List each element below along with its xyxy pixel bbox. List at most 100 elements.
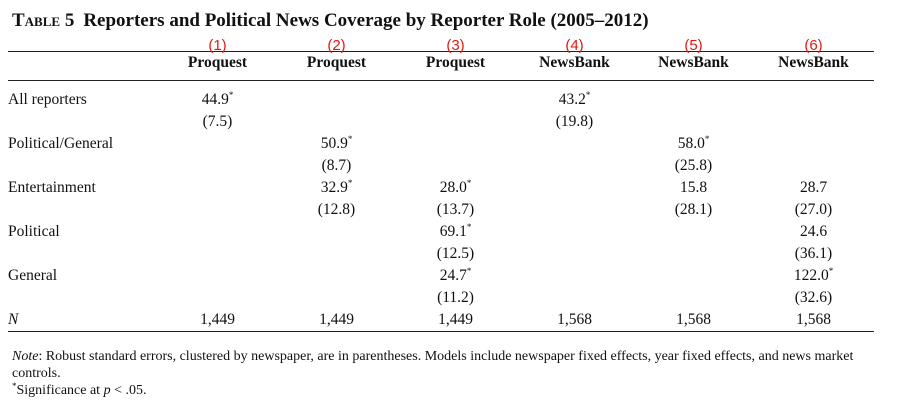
column-source: Proquest [187,54,248,71]
std-error-cell [753,111,874,133]
coefficient-cell: 50.9* [277,133,396,155]
significance-star: * [466,222,472,232]
significance-p: p [103,383,111,398]
std-error-cell: (36.1) [794,245,833,262]
std-error-cell: (8.7) [321,157,352,174]
column-number-row: (1) (2) (3) (4) (5) (6) [8,36,874,54]
std-error-cell [396,111,515,133]
std-error-cell: (7.5) [202,113,233,130]
row-label: Political/General [8,135,114,152]
coefficient-cell [634,265,753,287]
significance-star: * [228,90,234,100]
std-error-row: (7.5) (19.8) [8,111,874,133]
row-label-blank [8,243,158,265]
column-source: Proquest [425,54,486,71]
std-error-cell [634,243,753,265]
coefficient-cell [396,89,515,111]
coefficient-cell [158,177,277,199]
coefficient-value: 28.7 [799,179,828,196]
std-error-cell: (32.6) [794,289,833,306]
coefficient-cell [277,221,396,243]
significance-star: * [12,381,17,391]
column-number: (6) [804,37,823,54]
coefficient-cell [634,221,753,243]
coefficient-value: 43.2 [558,91,586,108]
observations-row: N 1,449 1,449 1,449 1,568 1,568 1,568 [8,309,874,332]
row-label-blank [8,111,158,133]
coefficient-cell [158,265,277,287]
coefficient-cell: 28.0* [396,177,515,199]
std-error-cell [515,287,634,309]
std-error-cell [277,287,396,309]
std-error-cell [634,111,753,133]
coefficient-cell: 28.7 [753,177,874,199]
coefficient-value: 58.0 [677,135,705,152]
coefficient-cell [634,89,753,111]
observations-cell: 1,449 [438,311,473,328]
coefficient-value: 44.9 [201,91,229,108]
coefficient-cell [515,265,634,287]
column-source: NewsBank [539,54,610,71]
coefficient-cell: 24.6 [753,221,874,243]
std-error-row: (8.7) (25.8) [8,155,874,177]
std-error-cell [158,287,277,309]
header-row: Proquest Proquest Proquest NewsBank News… [8,52,874,81]
top-rule [8,51,874,52]
observations-label: N [8,311,19,328]
significance-star: * [466,178,472,188]
coefficient-cell [277,265,396,287]
significance-threshold: < .05. [110,383,147,398]
row-label-blank [8,287,158,309]
significance-star: * [347,134,353,144]
std-error-cell: (19.8) [555,113,594,130]
coefficient-cell: 43.2* [515,89,634,111]
coefficient-value: 69.1 [439,223,467,240]
coefficient-cell [753,133,874,155]
std-error-cell: (13.7) [436,201,475,218]
coefficient-cell: 32.9* [277,177,396,199]
std-error-cell: (11.2) [437,289,474,306]
table-caption: Reporters and Political News Coverage by… [83,10,649,31]
coefficient-cell [277,89,396,111]
significance-star: * [347,178,353,188]
column-number: (1) [208,37,227,54]
coefficient-row: Political/General 50.9* 58.0* [8,133,874,155]
coefficient-row: All reporters 44.9* 43.2* [8,89,874,111]
observations-cell: 1,568 [676,311,711,328]
coefficient-cell: 24.7* [396,265,515,287]
row-label: All reporters [8,91,87,108]
note-label: Note [12,349,39,364]
coefficient-row: Political 69.1* 24.6 [8,221,874,243]
observations-cell: 1,568 [796,311,831,328]
std-error-row: (12.5) (36.1) [8,243,874,265]
table-notes: Note: Robust standard errors, clustered … [12,348,882,399]
table-title: Table 5 Reporters and Political News Cove… [12,10,892,32]
significance-star: * [828,266,834,276]
coefficient-cell [158,221,277,243]
coefficient-cell: 69.1* [396,221,515,243]
coefficient-cell: 15.8 [634,177,753,199]
significance-star: * [704,134,710,144]
coefficient-cell [515,133,634,155]
std-error-row: (12.8) (13.7) (28.1) (27.0) [8,199,874,221]
coefficient-value: 15.8 [679,179,708,196]
std-error-cell: (12.5) [436,245,475,262]
observations-cell: 1,449 [200,311,235,328]
std-error-cell [634,287,753,309]
coefficient-value: 28.0 [439,179,467,196]
std-error-cell: (27.0) [794,201,833,218]
coefficient-value: 50.9 [320,135,348,152]
column-number: (2) [327,37,346,54]
header-rule [8,80,874,81]
column-number: (3) [446,37,465,54]
std-error-cell [515,199,634,221]
std-error-cell [277,111,396,133]
std-error-cell [158,199,277,221]
note-text: : Robust standard errors, clustered by n… [12,349,854,381]
coefficient-cell [515,221,634,243]
std-error-cell [515,155,634,177]
std-error-cell [158,155,277,177]
observations-cell: 1,449 [319,311,354,328]
coefficient-value: 24.7 [439,267,467,284]
significance-text: Significance at [16,383,104,398]
